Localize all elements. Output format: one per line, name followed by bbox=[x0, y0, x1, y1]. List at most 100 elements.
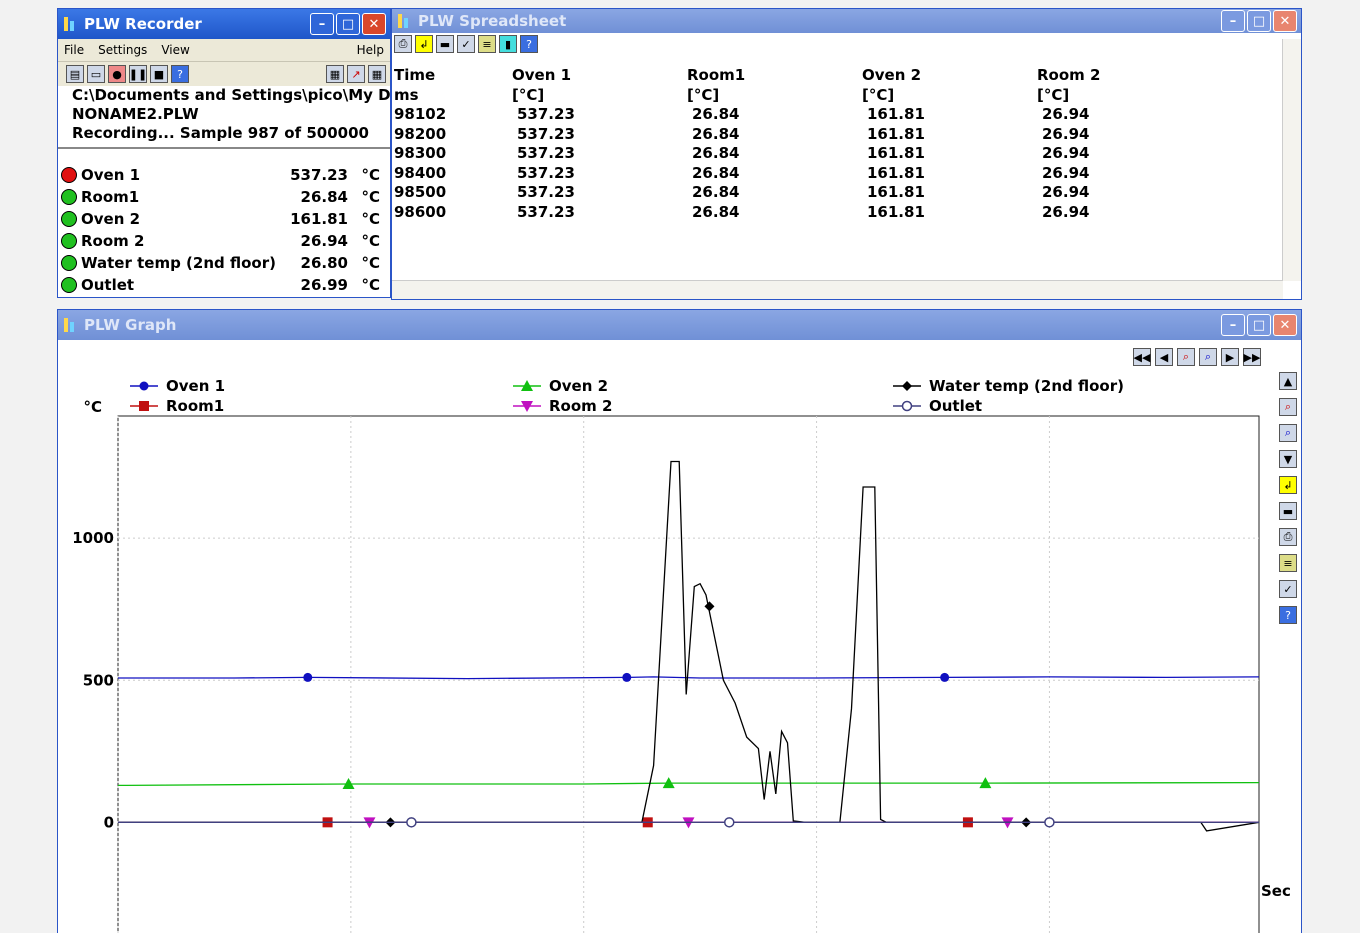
recorder-toolbar: ▤ ▭ ● ❚❚ ■ ? ▦ ↗ ▦ bbox=[58, 62, 390, 86]
horizontal-scrollbar[interactable] bbox=[392, 280, 1283, 299]
zoom-out-icon[interactable]: ⌕ bbox=[1199, 348, 1217, 366]
check-icon[interactable]: ✓ bbox=[1279, 580, 1297, 598]
graph-window: PLW Graph – □ ✕ ◀◀ ◀ ⌕ ⌕ ▶ ▶▶ ▲ ⌕ ⌕ ▼ ↲ … bbox=[57, 309, 1302, 933]
channel-row[interactable]: Water temp (2nd floor) 26.80 °C bbox=[58, 252, 388, 274]
channel-unit: °C bbox=[361, 232, 380, 250]
zoom-in-icon[interactable]: ⌕ bbox=[1177, 348, 1195, 366]
table-cell: 161.81 bbox=[867, 124, 925, 143]
table-cell: 26.94 bbox=[1042, 124, 1090, 143]
new-icon[interactable]: ▤ bbox=[66, 65, 84, 83]
table-cell: 98300 bbox=[394, 144, 447, 162]
data-point bbox=[622, 672, 632, 682]
maximize-button[interactable]: □ bbox=[336, 13, 360, 35]
channel-row[interactable]: Outlet 26.99 °C bbox=[58, 274, 388, 296]
channel-unit: °C bbox=[361, 210, 380, 228]
record-icon[interactable]: ● bbox=[108, 65, 126, 83]
graph-view-icon[interactable]: ↗ bbox=[347, 65, 365, 83]
table-cell: 161.81 bbox=[867, 183, 925, 201]
open-icon[interactable]: ▭ bbox=[87, 65, 105, 83]
save-icon[interactable]: ▬ bbox=[436, 35, 454, 53]
maximize-button[interactable]: □ bbox=[1247, 10, 1271, 32]
color-icon[interactable]: ▮ bbox=[499, 35, 517, 53]
help-icon[interactable]: ? bbox=[1279, 606, 1297, 624]
table-row[interactable]: 98300 537.23 26.84 161.81 26.94 bbox=[392, 144, 1282, 164]
zoom-in-icon[interactable]: ⌕ bbox=[1279, 398, 1297, 416]
channel-name: Room 2 bbox=[81, 232, 145, 250]
help-icon[interactable]: ? bbox=[520, 35, 538, 53]
last-page-icon[interactable]: ▶▶ bbox=[1243, 348, 1261, 366]
y-axis-label: °C bbox=[83, 398, 102, 416]
table-row[interactable]: 98102 537.23 26.84 161.81 26.94 bbox=[392, 105, 1282, 125]
data-point bbox=[704, 601, 715, 612]
graph-titlebar[interactable]: PLW Graph – □ ✕ bbox=[58, 310, 1301, 340]
pause-icon[interactable]: ❚❚ bbox=[129, 65, 147, 83]
table-icon[interactable]: ▦ bbox=[368, 65, 386, 83]
channel-row[interactable]: Room1 26.84 °C bbox=[58, 186, 388, 208]
table-cell: 537.23 bbox=[517, 202, 575, 221]
spreadsheet-titlebar[interactable]: PLW Spreadsheet – □ ✕ bbox=[392, 9, 1301, 33]
close-button[interactable]: ✕ bbox=[1273, 314, 1297, 336]
recorder-window: PLW Recorder – □ ✕ File Settings View He… bbox=[57, 8, 391, 298]
table-cell: 537.23 bbox=[517, 183, 575, 201]
stop-icon[interactable]: ■ bbox=[150, 65, 168, 83]
table-cell: 537.23 bbox=[517, 163, 575, 182]
table-row[interactable]: 98500 537.23 26.84 161.81 26.94 bbox=[392, 183, 1282, 203]
table-cell: 26.94 bbox=[1042, 183, 1090, 201]
menu-help[interactable]: Help bbox=[356, 43, 384, 57]
header-row: Time Oven 1 Room1 Oven 2 Room 2 bbox=[392, 66, 1282, 86]
first-page-icon[interactable]: ◀◀ bbox=[1133, 348, 1151, 366]
legend-marker bbox=[139, 381, 149, 391]
table-row[interactable]: 98400 537.23 26.84 161.81 26.94 bbox=[392, 164, 1282, 184]
print-icon[interactable]: ⎙ bbox=[394, 35, 412, 53]
recorder-info: C:\Documents and Settings\pico\My Doc NO… bbox=[58, 86, 390, 149]
channel-value: 26.99 bbox=[300, 276, 348, 294]
columns-icon[interactable]: ≡ bbox=[478, 35, 496, 53]
column-header[interactable]: Time bbox=[394, 66, 436, 84]
table-cell: 161.81 bbox=[867, 144, 925, 162]
table-cell: 98500 bbox=[394, 183, 447, 201]
menu-view[interactable]: View bbox=[161, 43, 190, 57]
scroll-up-icon[interactable]: ▲ bbox=[1279, 372, 1297, 390]
menu-settings[interactable]: Settings bbox=[98, 43, 148, 57]
minimize-button[interactable]: – bbox=[1221, 10, 1245, 32]
table-cell: 98200 bbox=[394, 124, 447, 143]
export-icon[interactable]: ↲ bbox=[1279, 476, 1297, 494]
channel-unit: °C bbox=[361, 166, 380, 184]
vertical-scrollbar[interactable] bbox=[1282, 39, 1301, 281]
help-icon[interactable]: ? bbox=[171, 65, 189, 83]
legend-label: Room1 bbox=[166, 397, 224, 415]
check-icon[interactable]: ✓ bbox=[457, 35, 475, 53]
recording-status: Recording... Sample 987 of 500000 bbox=[72, 124, 369, 142]
close-button[interactable]: ✕ bbox=[362, 13, 386, 35]
close-button[interactable]: ✕ bbox=[1273, 10, 1297, 32]
minimize-button[interactable]: – bbox=[1221, 314, 1245, 336]
channel-row[interactable]: Oven 1 537.23 °C bbox=[58, 164, 388, 186]
column-header[interactable]: Room1 bbox=[687, 66, 746, 84]
table-cell: 26.84 bbox=[692, 202, 740, 221]
channel-row[interactable]: Room 2 26.94 °C bbox=[58, 230, 388, 252]
table-row[interactable]: 98200 537.23 26.84 161.81 26.94 bbox=[392, 125, 1282, 145]
print-icon[interactable]: ⎙ bbox=[1279, 528, 1297, 546]
maximize-button[interactable]: □ bbox=[1247, 314, 1271, 336]
column-header[interactable]: Oven 1 bbox=[512, 66, 572, 84]
spreadsheet-view-icon[interactable]: ▦ bbox=[326, 65, 344, 83]
column-header[interactable]: Room 2 bbox=[1037, 66, 1101, 84]
zoom-out-icon[interactable]: ⌕ bbox=[1279, 424, 1297, 442]
export-icon[interactable]: ↲ bbox=[415, 35, 433, 53]
column-unit: [°C] bbox=[512, 85, 545, 104]
recorder-titlebar[interactable]: PLW Recorder – □ ✕ bbox=[58, 9, 390, 39]
table-row[interactable]: 98600 537.23 26.84 161.81 26.94 bbox=[392, 203, 1282, 223]
columns-icon[interactable]: ≡ bbox=[1279, 554, 1297, 572]
next-page-icon[interactable]: ▶ bbox=[1221, 348, 1239, 366]
status-dot-icon bbox=[61, 189, 77, 205]
channel-row[interactable]: Oven 2 161.81 °C bbox=[58, 208, 388, 230]
minimize-button[interactable]: – bbox=[310, 13, 334, 35]
plot-area bbox=[117, 415, 1260, 933]
column-header[interactable]: Oven 2 bbox=[862, 66, 922, 84]
prev-page-icon[interactable]: ◀ bbox=[1155, 348, 1173, 366]
scroll-down-icon[interactable]: ▼ bbox=[1279, 450, 1297, 468]
save-icon[interactable]: ▬ bbox=[1279, 502, 1297, 520]
menu-file[interactable]: File bbox=[64, 43, 85, 57]
